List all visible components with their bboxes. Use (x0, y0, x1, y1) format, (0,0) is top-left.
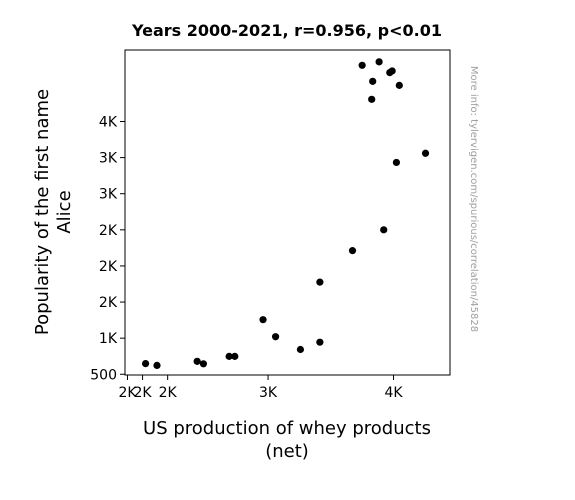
x-axis-title-line-2: (net) (265, 441, 309, 462)
y-tick-label: 4K (99, 115, 118, 131)
x-tick-label: 2K (134, 385, 153, 401)
data-point (369, 77, 377, 85)
x-tick-label: 3K (259, 385, 278, 401)
data-point (316, 338, 324, 346)
data-point (348, 247, 357, 255)
chart-title: Years 2000-2021, r=0.956, p<0.01 (131, 21, 442, 40)
x-tick-label: 2K (159, 385, 178, 401)
data-point (316, 278, 324, 286)
data-point (368, 95, 376, 103)
data-points (141, 58, 430, 369)
watermark: More info: tylervigen.com/spurious/corre… (468, 66, 479, 332)
data-point (375, 58, 383, 66)
x-tick-label: 4K (384, 385, 403, 401)
data-point (271, 333, 280, 341)
y-axis-ticks: 500 1K 2K 2K 2K 3K 3K 4K (90, 115, 125, 383)
y-tick-label: 3K (99, 151, 118, 167)
data-point (199, 360, 208, 368)
y-tick-label: 2K (99, 223, 118, 239)
x-tick-label: 2K (118, 385, 137, 401)
plot-area (124, 49, 451, 376)
y-tick-label: 1K (99, 331, 118, 347)
y-tick-label: 2K (99, 295, 118, 311)
data-point (193, 357, 201, 365)
data-point (296, 345, 305, 354)
data-point (231, 352, 239, 360)
data-point (141, 359, 150, 368)
y-axis-title-line-2: Alice (54, 190, 75, 233)
data-point (153, 361, 161, 369)
watermark-text: More info: tylervigen.com/spurious/corre… (468, 66, 479, 332)
data-point (392, 158, 401, 167)
y-tick-label: 3K (99, 187, 118, 203)
data-point (225, 352, 233, 360)
y-axis-title-line-1: Popularity of the first name (32, 89, 53, 335)
data-point (388, 67, 396, 75)
data-point (358, 61, 366, 69)
y-tick-label: 2K (99, 259, 118, 275)
data-point (395, 81, 403, 89)
data-point (380, 226, 388, 234)
y-tick-label: 500 (90, 367, 117, 383)
data-point (259, 316, 267, 324)
y-axis-title: Popularity of the first name Alice (32, 89, 75, 335)
x-axis-title-line-1: US production of whey products (143, 418, 431, 439)
data-point (421, 149, 430, 157)
